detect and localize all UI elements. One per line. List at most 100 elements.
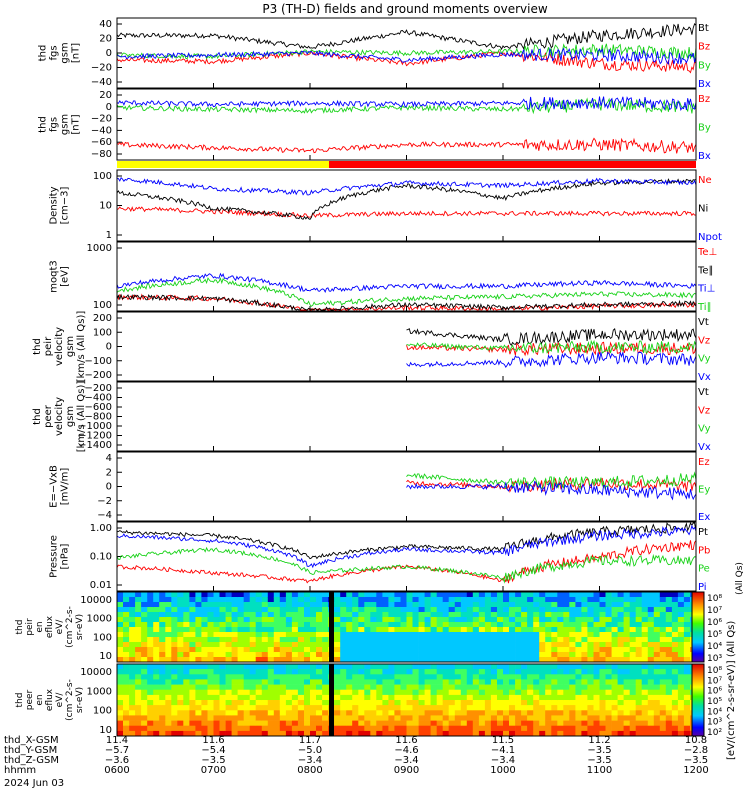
spectrogram-cell (677, 607, 685, 613)
ytick-label: 0 (106, 48, 112, 59)
spectrogram-cell (430, 684, 437, 691)
spectrogram-cell (297, 632, 305, 638)
spectrogram-cell (358, 664, 365, 670)
spectrogram-cell (285, 730, 293, 737)
ylabel-line: gsm (60, 114, 71, 135)
spectrogram-cell (310, 679, 317, 685)
spectrogram-cell (460, 632, 468, 638)
spectrogram-cell (159, 664, 166, 670)
spectrogram-cell (340, 592, 347, 598)
spectrogram-cell (400, 710, 407, 716)
spectrogram-cell (352, 694, 359, 701)
spectrogram-cell (539, 710, 546, 716)
spectrogram-cell (472, 684, 480, 691)
spectrogram-cell (671, 725, 679, 732)
spectrogram-cell (261, 710, 269, 716)
spectrogram-cell (472, 617, 480, 623)
spectrogram-cell (581, 705, 588, 711)
spectrogram-cell (671, 592, 679, 598)
spectrogram-cell (159, 637, 166, 643)
spectrogram-cell (533, 664, 540, 670)
ytick-label: 4 (106, 453, 112, 464)
legend-Ex: Ex (698, 512, 710, 523)
spectrogram-cell (340, 700, 347, 706)
ylabel-line: E=−VxB (49, 465, 60, 508)
ylabel-line: fgs (49, 45, 60, 60)
spectrogram-cell (297, 700, 305, 706)
spectrogram-cell (243, 705, 251, 711)
spectrogram-cell (141, 657, 148, 663)
spectrogram-cell (466, 664, 474, 670)
spectrogram-cell (671, 637, 679, 643)
spectrogram-cell (159, 710, 166, 716)
spectrogram-cell (539, 657, 546, 663)
spectrogram-cell (418, 597, 425, 603)
spectrogram-cell (135, 652, 142, 658)
spectrogram-cell (605, 720, 612, 727)
spectrogram-cell (665, 627, 673, 633)
spectrogram-cell (460, 597, 468, 603)
spectrogram-cell (123, 657, 130, 663)
spectrogram-cell (484, 632, 492, 638)
spectrogram-cell (478, 689, 486, 696)
spectrogram-cell (291, 720, 299, 727)
spectrogram-cell (478, 700, 486, 706)
spectrogram-cell (364, 694, 371, 701)
spectrogram-cell (478, 597, 486, 603)
spectrogram-cell (225, 612, 232, 618)
spectrogram-cell (388, 720, 395, 727)
spectrogram-cell (641, 607, 649, 613)
spectrogram-cell (117, 725, 124, 732)
spectrogram-cell (346, 689, 353, 696)
spectrogram-cell (551, 602, 558, 608)
spectrogram-cell (442, 632, 450, 638)
spectrogram-cell (623, 642, 630, 648)
spectrogram-cell (412, 664, 419, 670)
spectrogram-cell (358, 657, 365, 663)
spectrogram-cell (623, 627, 630, 633)
spectrogram-cell (629, 657, 637, 663)
spectrogram-cell (123, 669, 130, 675)
spectrogram-cell (545, 700, 552, 706)
spectrogram-cell (201, 694, 208, 701)
spectrogram-cell (472, 622, 480, 628)
spectrogram-cell (237, 607, 244, 613)
spectrogram-cell (454, 642, 462, 648)
spectrogram-cell (225, 647, 232, 653)
spectrogram-cell (460, 705, 468, 711)
spectrogram-cell (322, 694, 329, 701)
ylabel-line: sr-eV) (75, 687, 85, 713)
spectrogram-cell (436, 664, 444, 670)
spectrogram-cell (665, 725, 673, 732)
spectrogram-cell (545, 720, 552, 727)
spectrogram-cell (135, 674, 142, 680)
spectrogram-cell (563, 647, 570, 653)
spectrogram-cell (671, 622, 679, 628)
spectrogram-cell (533, 715, 540, 721)
spectrogram-cell (665, 597, 673, 603)
spectrogram-cell (219, 632, 226, 638)
spectrogram-cell (581, 637, 588, 643)
spectrogram-cell (340, 694, 347, 701)
spectrogram-cell (605, 669, 612, 675)
spectrogram-cell (677, 657, 685, 663)
spectrogram-cell (611, 612, 618, 618)
spectrogram-cell (418, 705, 425, 711)
spectrogram-cell (334, 684, 341, 691)
spectrogram-cell (117, 684, 124, 691)
spectrogram-cell (225, 622, 232, 628)
spectrogram-cell (147, 652, 154, 658)
spectrogram-cell (430, 689, 437, 696)
spectrogram-cell (575, 652, 582, 658)
spectrogram-cell (310, 597, 317, 603)
spectrogram-cell (291, 647, 299, 653)
spectrogram-cell (551, 715, 558, 721)
spectrogram-cell (147, 607, 154, 613)
spectrogram-cell (177, 664, 184, 670)
spectrogram-cell (442, 720, 450, 727)
colorbar-tick: 10³ (707, 654, 722, 664)
spectrogram-cell (436, 679, 444, 685)
spectrogram-cell (195, 674, 202, 680)
spectrogram-cell (551, 642, 558, 648)
spectrogram-cell (478, 679, 486, 685)
